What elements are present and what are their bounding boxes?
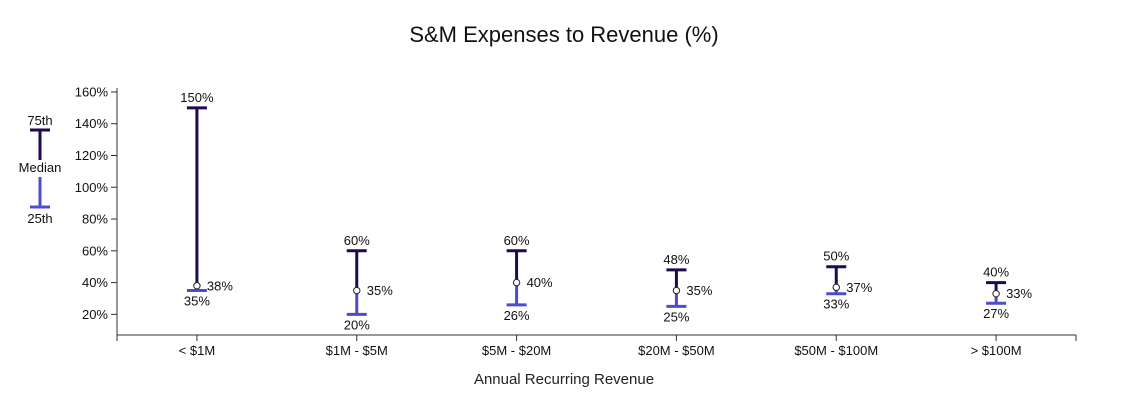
label-25th: 27%	[983, 306, 1009, 321]
x-tick-label: $50M - $100M	[794, 343, 878, 358]
plot-area: 150%38%35%60%35%20%60%40%26%48%35%25%50%…	[180, 90, 1032, 333]
y-tick-label: 40%	[82, 275, 108, 290]
label-25th: 26%	[504, 308, 530, 323]
label-25th: 25%	[663, 309, 689, 324]
x-tick-label: $20M - $50M	[638, 343, 715, 358]
chart-title: S&M Expenses to Revenue (%)	[409, 22, 718, 47]
range-group: 40% 33% 27%	[983, 265, 1032, 322]
y-tick-label: 20%	[82, 307, 108, 322]
label-median: 35%	[367, 283, 393, 298]
range-group: 60% 40% 26%	[504, 233, 553, 323]
range-group: 60% 35% 20%	[344, 233, 393, 333]
legend-label-median: Median	[19, 160, 62, 175]
range-group: 150% 38%35%	[180, 90, 233, 309]
label-25th: 20%	[344, 317, 370, 332]
range-group: 50% 37% 33%	[823, 249, 872, 312]
label-median: 38%	[207, 278, 233, 293]
y-tick-label: 80%	[82, 212, 108, 227]
legend-label-75th: 75th	[27, 113, 52, 128]
label-median: 37%	[846, 280, 872, 295]
label-25th: 33%	[823, 297, 849, 312]
label-25th: 35%	[184, 294, 210, 309]
label-median: 33%	[1006, 286, 1032, 301]
y-tick-label: 140%	[75, 116, 109, 131]
median-point	[672, 286, 681, 295]
label-median: 40%	[527, 275, 553, 290]
y-tick-label: 160%	[75, 84, 109, 99]
median-point	[992, 289, 1000, 298]
median-point	[512, 278, 521, 287]
x-axis: < $1M $1M - $5M $5M - $20M $20M - $50M $50M …	[116, 334, 1077, 358]
label-median: 35%	[686, 283, 712, 298]
x-tick-label: < $1M	[179, 343, 216, 358]
label-75th: 50%	[823, 249, 849, 264]
label-75th: 150%	[180, 90, 214, 105]
y-tick-label: 100%	[75, 180, 109, 195]
label-75th: 60%	[504, 233, 530, 248]
label-75th: 60%	[344, 233, 370, 248]
x-axis-title: Annual Recurring Revenue	[474, 371, 654, 388]
legend-label-25th: 25th	[27, 211, 52, 226]
y-tick-label: 60%	[82, 243, 108, 258]
y-tick-label: 120%	[75, 148, 109, 163]
x-tick-label: $1M - $5M	[326, 343, 388, 358]
x-tick-label: $5M - $20M	[482, 343, 551, 358]
y-axis: 20% 40% 60% 80% 100% 120% 140% 160%	[75, 84, 118, 335]
label-75th: 48%	[663, 252, 689, 267]
x-tick-label: > $100M	[971, 343, 1022, 358]
median-point	[353, 286, 361, 295]
median-point	[193, 282, 201, 290]
median-point	[832, 283, 840, 292]
label-75th: 40%	[983, 265, 1009, 280]
legend: 75th Median 25th	[19, 113, 62, 226]
range-group: 48% 35% 25%	[663, 252, 712, 325]
